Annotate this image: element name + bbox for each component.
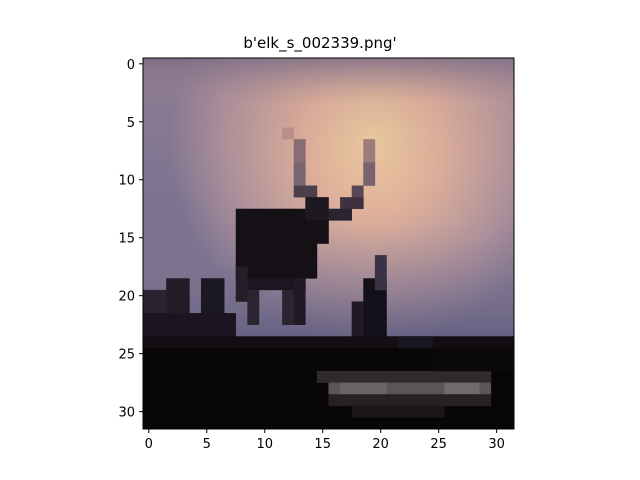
y-tick-label: 5 bbox=[127, 116, 135, 131]
figure-title: b'elk_s_002339.png' bbox=[243, 34, 397, 52]
pixel-block bbox=[143, 336, 514, 349]
x-tick-label: 0 bbox=[145, 437, 153, 452]
pixel-block bbox=[235, 208, 306, 221]
pixel-block bbox=[444, 382, 480, 395]
x-tick-label: 25 bbox=[430, 437, 447, 452]
pixel-block bbox=[340, 382, 387, 395]
x-tick-label: 30 bbox=[488, 437, 505, 452]
pixel-block bbox=[235, 243, 318, 279]
pixel-block bbox=[432, 347, 514, 372]
pixel-block bbox=[235, 266, 248, 302]
pixel-block bbox=[398, 336, 434, 349]
photo-image bbox=[143, 58, 514, 429]
y-tick-label: 30 bbox=[118, 406, 135, 421]
x-axis: 0 5 10 15 20 25 30 bbox=[145, 429, 505, 452]
pixel-block bbox=[293, 139, 306, 163]
y-axis: 0 5 10 15 20 25 30 bbox=[118, 58, 143, 421]
pixel-block bbox=[247, 278, 306, 291]
y-tick-label: 10 bbox=[118, 174, 135, 189]
pixel-block bbox=[316, 371, 492, 383]
x-tick-label: 15 bbox=[314, 437, 331, 452]
pixel-block bbox=[374, 255, 387, 291]
elk-silhouette-pixels bbox=[143, 127, 514, 429]
y-tick-label: 0 bbox=[127, 58, 135, 73]
pixel-block bbox=[328, 208, 352, 221]
pixel-block bbox=[293, 278, 306, 325]
pixel-block bbox=[351, 405, 445, 418]
pixel-block bbox=[143, 313, 237, 337]
pixel-block bbox=[363, 162, 376, 186]
pixel-block bbox=[282, 127, 295, 140]
pixel-block bbox=[247, 289, 260, 325]
y-tick-label: 25 bbox=[118, 348, 135, 363]
pixel-block bbox=[328, 394, 492, 407]
x-tick-label: 5 bbox=[203, 437, 211, 452]
pixel-block bbox=[363, 139, 376, 163]
y-tick-label: 20 bbox=[118, 290, 135, 305]
pixel-block bbox=[282, 289, 295, 325]
pixel-block bbox=[328, 382, 492, 395]
pixel-block bbox=[351, 301, 364, 337]
y-tick-label: 15 bbox=[118, 232, 135, 247]
pixel-block bbox=[235, 220, 329, 244]
pixel-block bbox=[340, 197, 364, 210]
pixel-block bbox=[293, 185, 318, 198]
pixel-block bbox=[293, 162, 306, 186]
pixel-block bbox=[305, 197, 329, 221]
x-tick-label: 10 bbox=[256, 437, 273, 452]
axes-frame bbox=[142, 57, 515, 430]
x-tick-label: 20 bbox=[372, 437, 389, 452]
pixel-block bbox=[363, 278, 387, 337]
pixel-block bbox=[166, 278, 190, 314]
